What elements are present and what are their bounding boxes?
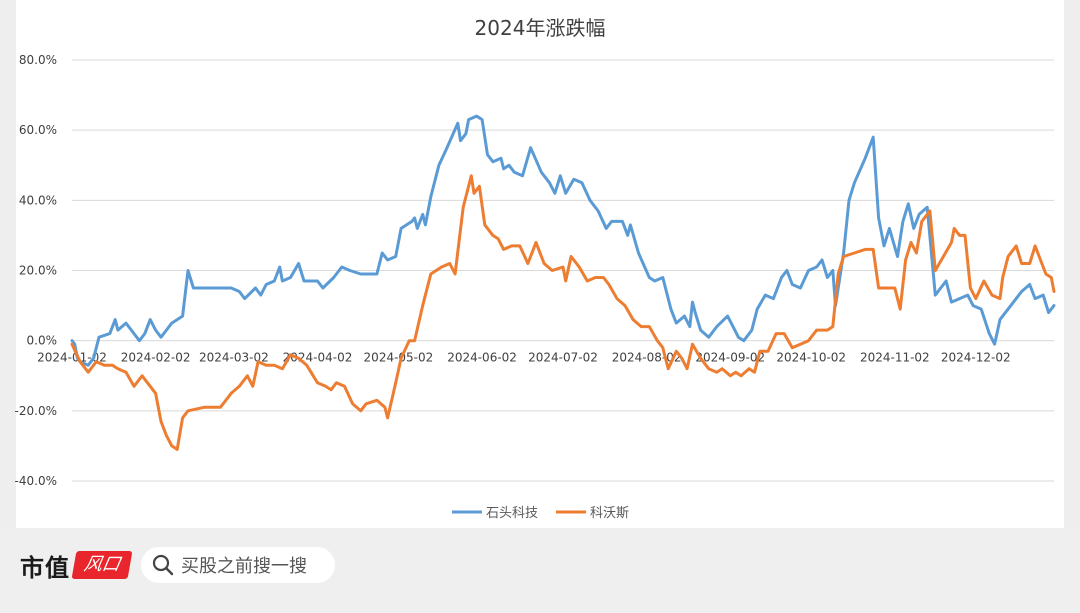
search-placeholder: 买股之前搜一搜 <box>181 556 307 577</box>
y-tick-label: -40.0% <box>15 474 57 488</box>
x-tick-label: 2024-09-02 <box>695 351 765 365</box>
x-axis-ticks: 2024-01-02 2024-02-02 2024-03-02 2024-04-02… <box>37 351 1011 365</box>
brand-mark: 风口 <box>71 551 133 579</box>
y-tick-label: 20.0% <box>19 264 57 278</box>
x-tick-label: 2024-06-02 <box>447 351 517 365</box>
y-tick-label: 40.0% <box>19 193 57 207</box>
y-tick-label: -20.0% <box>15 404 57 418</box>
grid <box>72 59 1054 482</box>
x-tick-label: 2024-02-02 <box>121 351 191 365</box>
x-tick-label: 2024-12-02 <box>941 351 1011 365</box>
brand-logo[interactable]: 市值 风口 <box>20 548 133 582</box>
footer-bar: 市值 风口 买股之前搜一搜 <box>0 530 1080 613</box>
chart-card <box>16 0 1064 528</box>
series-line-2 <box>70 174 1056 451</box>
legend-label-1: 石头科技 <box>486 506 538 521</box>
x-tick-label: 2024-03-02 <box>199 351 269 365</box>
series-lines <box>70 114 1056 451</box>
legend-label-2: 科沃斯 <box>590 506 629 521</box>
x-tick-label: 2024-07-02 <box>528 351 598 365</box>
search-input[interactable]: 买股之前搜一搜 <box>141 547 335 583</box>
x-tick-label: 2024-11-02 <box>860 351 930 365</box>
y-tick-label: 80.0% <box>19 53 57 67</box>
x-tick-label: 2024-10-02 <box>776 351 846 365</box>
series-line-1 <box>70 114 1056 367</box>
x-tick-label: 2024-04-02 <box>283 351 353 365</box>
y-axis-ticks: 80.0% 60.0% 40.0% 20.0% 0.0% -20.0% -40.0% <box>15 53 57 488</box>
brand-name: 市值 <box>20 552 70 582</box>
y-tick-label: 0.0% <box>27 334 58 348</box>
legend: 石头科技 科沃斯 <box>452 506 629 521</box>
chart-title: 2024年涨跌幅 <box>474 16 606 40</box>
line-chart: 80.0% 60.0% 40.0% 20.0% 0.0% -20.0% -40.0% 202… <box>15 53 1056 521</box>
x-tick-label: 2024-05-02 <box>364 351 434 365</box>
y-tick-label: 60.0% <box>19 123 57 137</box>
search-icon <box>152 554 174 576</box>
